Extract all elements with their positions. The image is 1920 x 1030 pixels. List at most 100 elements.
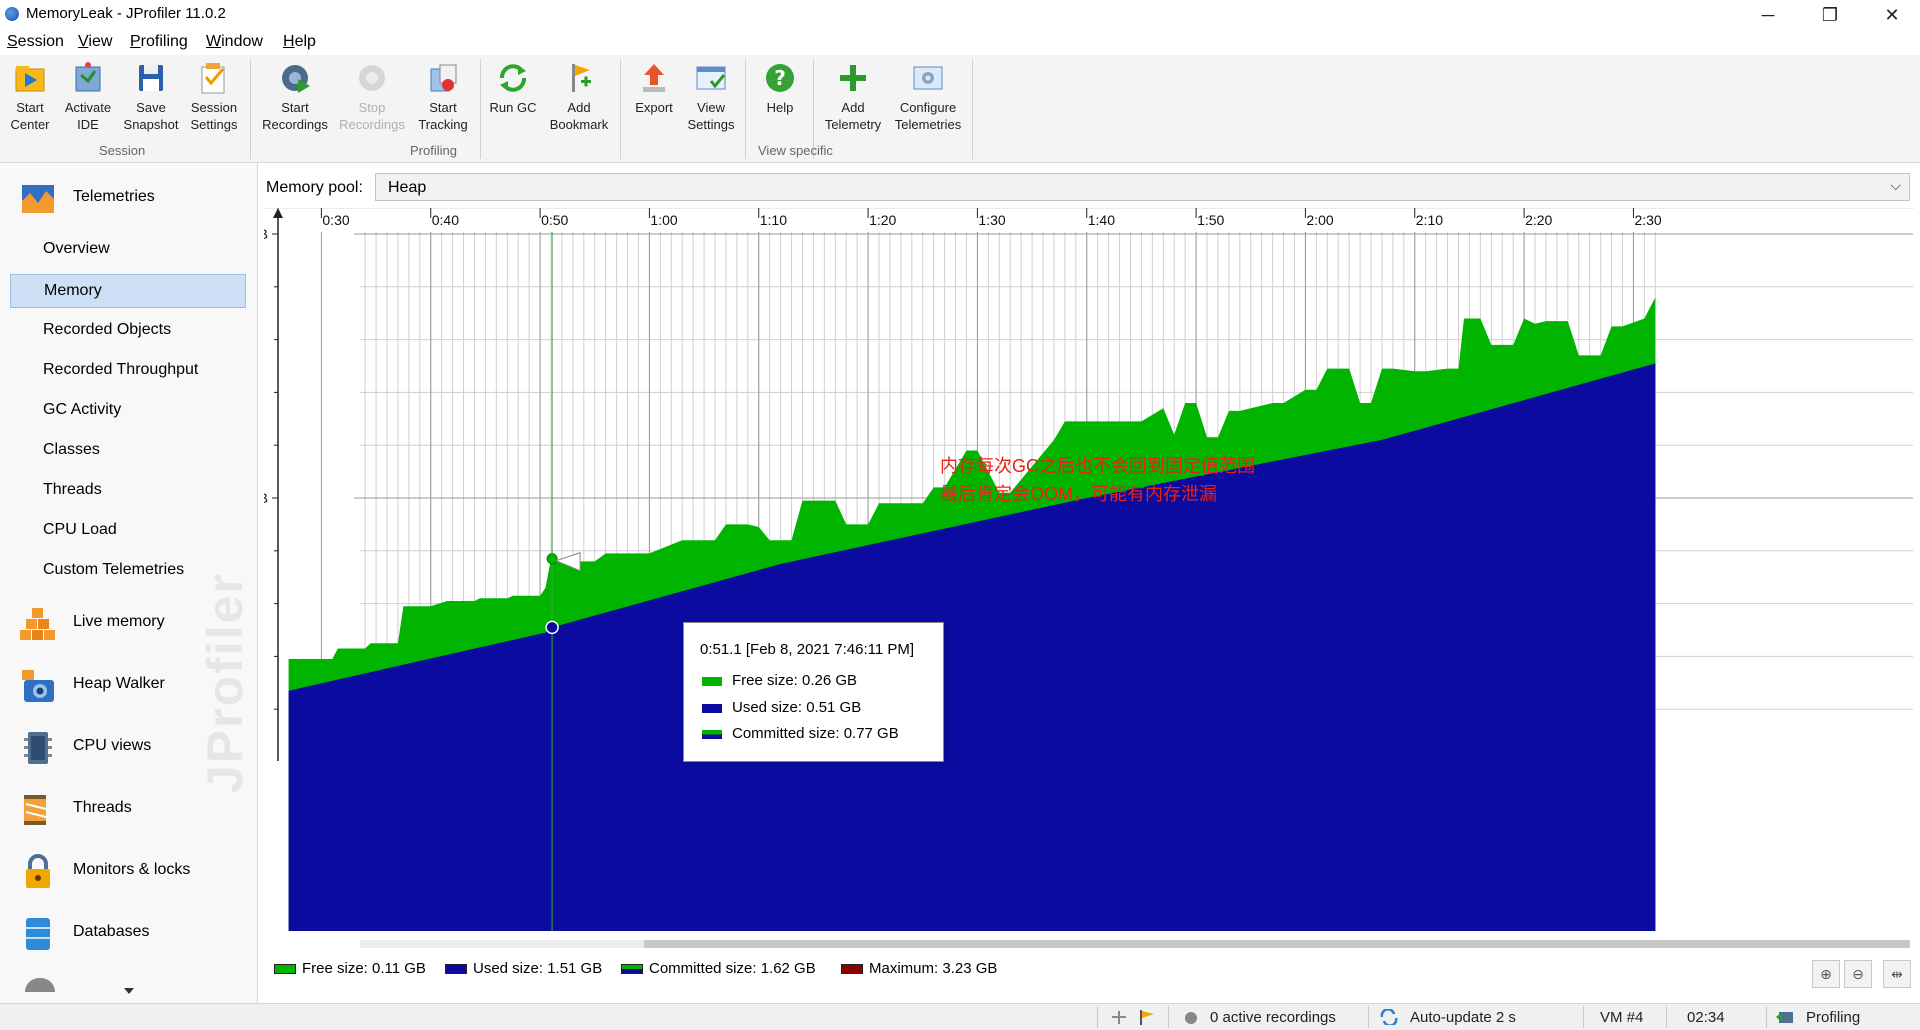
tooltip-committed: Committed size: 0.77 GB <box>732 725 899 742</box>
export-icon <box>637 61 671 95</box>
group-label-session: Session <box>99 143 146 158</box>
configure-telemetries-icon <box>911 61 945 95</box>
run-gc-button[interactable]: Run GC <box>477 61 549 141</box>
status-separator <box>1168 1006 1169 1028</box>
svg-text:?: ? <box>774 66 786 90</box>
tooltip-used: Used size: 0.51 GB <box>732 699 862 716</box>
profiling-mode-status: Profiling <box>1806 1009 1861 1026</box>
annotation-line-1: 内存每次GC之后也不会回到固定值范围 <box>940 456 1255 476</box>
sidebar-item-recorded-objects[interactable]: Recorded Objects <box>43 321 172 338</box>
lock-icon <box>20 854 56 890</box>
minimize-button[interactable]: ─ <box>1761 4 1775 25</box>
auto-update-status[interactable]: Auto-update 2 s <box>1410 1009 1516 1026</box>
help-button[interactable]: ? Help <box>744 61 816 141</box>
status-separator <box>1583 1006 1584 1028</box>
sidebar-item-classes[interactable]: Classes <box>43 441 100 458</box>
maximize-button[interactable]: ❐ <box>1821 4 1839 25</box>
memory-pool-bar: Memory pool: Heap ⌵ <box>264 172 1914 202</box>
sidebar-section-databases-label: Databases <box>73 923 150 940</box>
annotation-line-2: 最后肯定会OOM，可能有内存泄漏 <box>940 484 1217 504</box>
add-bookmark-label: Add Bookmark <box>549 100 609 132</box>
chevron-down-icon: ⌵ <box>1890 177 1901 193</box>
menu-profiling[interactable]: Profiling <box>130 33 188 50</box>
horizontal-scrollbar-thumb[interactable] <box>644 940 1910 948</box>
menu-window[interactable]: Window <box>206 33 263 50</box>
save-snapshot-label: Save Snapshot <box>123 100 179 132</box>
legend-used-text: Used size: 1.51 GB <box>473 960 603 977</box>
run-gc-icon <box>496 61 530 95</box>
menu-bar: Session View Profiling Window Help <box>0 30 1920 55</box>
zoom-in-icon: ⊕ <box>1820 965 1832 982</box>
sidebar-section-databases[interactable]: Databases <box>0 908 257 958</box>
scroll-down-arrow[interactable] <box>124 988 134 994</box>
configure-telemetries-button[interactable]: Configure Telemetries <box>892 61 964 141</box>
export-button[interactable]: Export <box>618 61 690 141</box>
sidebar-section-heap-walker[interactable]: Heap Walker <box>0 660 257 710</box>
chart-cursor <box>545 232 581 931</box>
fit-to-window-button[interactable]: ⇹ <box>1883 960 1911 988</box>
y-tick-label: 2 GB <box>264 226 268 242</box>
sidebar-section-cpu-views[interactable]: CPU views <box>0 722 257 772</box>
vm-status: VM #4 <box>1600 1009 1644 1026</box>
sidebar-item-gc-activity[interactable]: GC Activity <box>43 401 122 418</box>
start-tracking-button[interactable]: Start Tracking <box>407 61 479 141</box>
legend-maximum-swatch <box>841 964 863 975</box>
cursor-committed-point <box>546 553 558 565</box>
activate-ide-button[interactable]: Activate IDE <box>52 61 124 141</box>
start-recordings-button[interactable]: Start Recordings <box>259 61 331 141</box>
zoom-in-button[interactable]: ⊕ <box>1812 960 1840 988</box>
run-gc-label: Run GC <box>489 100 537 115</box>
menu-session[interactable]: Session <box>7 33 64 50</box>
sidebar: JProfiler Telemetries Overview Memory Re… <box>0 163 258 1003</box>
add-telemetry-button[interactable]: Add Telemetry <box>817 61 889 141</box>
threads-icon <box>20 792 56 828</box>
toolbar-separator <box>972 59 973 159</box>
cpu-views-icon <box>20 730 56 766</box>
start-tracking-icon <box>426 61 460 95</box>
sidebar-item-threads[interactable]: Threads <box>43 481 102 498</box>
x-tick-label: 2:00 <box>1306 212 1333 228</box>
chart-tooltip: 0:51.1 [Feb 8, 2021 7:46:11 PM] Free siz… <box>683 622 944 762</box>
memory-pool-select[interactable]: Heap ⌵ <box>375 173 1910 201</box>
x-tick-label: 0:40 <box>432 212 459 228</box>
sidebar-item-recorded-throughput[interactable]: Recorded Throughput <box>43 361 199 378</box>
sidebar-section-telemetries[interactable]: Telemetries <box>0 173 257 223</box>
menu-view[interactable]: View <box>78 33 113 50</box>
toolbar-separator <box>813 59 814 159</box>
legend-committed-text: Committed size: 1.62 GB <box>649 960 816 977</box>
start-center-button[interactable]: Start Center <box>0 61 66 141</box>
active-recordings-status[interactable]: 0 active recordings <box>1210 1009 1336 1026</box>
add-bookmark-button[interactable]: Add Bookmark <box>543 61 615 141</box>
session-settings-button[interactable]: Session Settings <box>178 61 250 141</box>
sidebar-section-live-memory[interactable]: Live memory <box>0 598 257 648</box>
free-size-swatch <box>702 676 722 686</box>
sidebar-item-overview[interactable]: Overview <box>43 240 110 257</box>
view-settings-button[interactable]: View Settings <box>675 61 747 141</box>
sidebar-section-heap-walker-label: Heap Walker <box>73 675 165 692</box>
flag-icon[interactable] <box>1138 1009 1156 1029</box>
status-separator <box>1368 1006 1369 1028</box>
pin-icon[interactable] <box>1110 1009 1128 1029</box>
close-button[interactable]: ✕ <box>1884 4 1900 25</box>
save-snapshot-button[interactable]: Save Snapshot <box>115 61 187 141</box>
title-bar: MemoryLeak - JProfiler 11.0.2 ─ ❐ ✕ <box>0 0 1920 30</box>
zoom-out-button[interactable]: ⊖ <box>1844 960 1872 988</box>
add-telemetry-icon <box>836 61 870 95</box>
session-settings-label: Session Settings <box>190 100 238 132</box>
sidebar-item-memory[interactable]: Memory <box>10 274 246 308</box>
y-axis-arrow <box>273 208 283 218</box>
sidebar-section-monitors-locks[interactable]: Monitors & locks <box>0 846 257 896</box>
legend-committed: Committed size: 1.62 GB <box>621 960 816 977</box>
sidebar-item-cpu-load[interactable]: CPU Load <box>43 521 117 538</box>
memory-chart[interactable]: 0:30 0:40 0:50 1:00 1:10 1:20 1:30 1:40 1:50 2:00… <box>264 208 1914 948</box>
stop-recordings-button[interactable]: Stop Recordings <box>336 61 408 141</box>
menu-help[interactable]: Help <box>283 33 316 50</box>
start-tracking-label: Start Tracking <box>418 100 468 132</box>
status-separator <box>1666 1006 1667 1028</box>
sidebar-item-custom-telemetries[interactable]: Custom Telemetries <box>43 561 185 578</box>
sidebar-section-threads[interactable]: Threads <box>0 784 257 834</box>
legend-used: Used size: 1.51 GB <box>445 960 602 977</box>
status-separator <box>1766 1006 1767 1028</box>
tooltip-title: 0:51.1 [Feb 8, 2021 7:46:11 PM] <box>700 641 915 658</box>
toolbar-separator <box>620 59 621 159</box>
